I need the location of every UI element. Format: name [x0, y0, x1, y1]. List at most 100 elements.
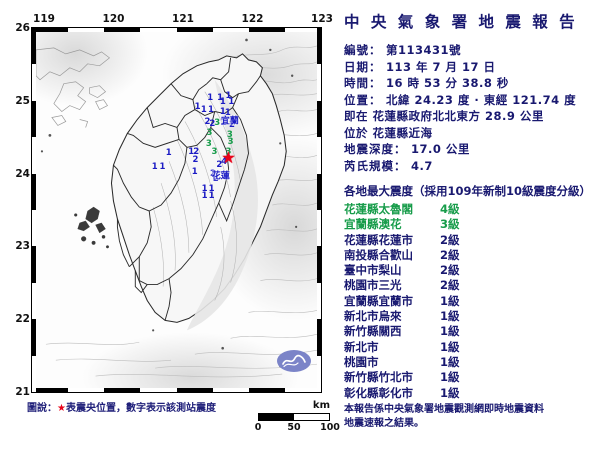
- report-field-row: 地震深度： 17.0 公里: [344, 141, 596, 158]
- ruler-segment: [32, 388, 69, 392]
- station-intensity-value: 2: [229, 120, 235, 131]
- station-intensity-value: 1: [188, 147, 195, 158]
- station-intensity-value: 3: [225, 146, 232, 157]
- report-panel: 中 央 氣 象 署 地 震 報 告 編號： 第113431號 日期： 113 年 …: [340, 0, 600, 450]
- report-field-value: 即在 花蓮縣政府北北東方 28.9 公里: [344, 109, 544, 123]
- frame-ruler-right: [317, 28, 321, 392]
- station-intensity-value: 3: [211, 147, 218, 158]
- intensity-level: 2級: [440, 278, 460, 293]
- map-caption: 圖說：★表震央位置，數字表示該測站震度: [27, 399, 216, 414]
- scale-unit-label: km: [312, 400, 330, 411]
- ruler-segment: [32, 173, 36, 210]
- intensity-level: 1級: [440, 339, 460, 354]
- intensity-place: 桃園市三光: [344, 278, 402, 293]
- latitude-tick-24: 24: [15, 167, 30, 180]
- station-intensity-value: 1: [207, 92, 214, 103]
- intensity-place: 臺中市梨山: [344, 263, 402, 278]
- intensity-level: 1級: [440, 293, 460, 308]
- ruler-segment: [317, 100, 321, 138]
- intensity-place: 桃園市: [344, 354, 379, 369]
- report-field-row: 位於 花蓮縣近海: [344, 125, 596, 142]
- station-intensity-value: 1: [200, 105, 207, 116]
- scale-segment-empty: [294, 414, 329, 420]
- station-intensity-value: 1: [208, 184, 215, 195]
- ruler-segment: [104, 388, 141, 392]
- intensity-level: 1級: [440, 385, 460, 400]
- report-fields: 編號： 第113431號 日期： 113 年 7 月 17 日時間： 16 時 5…: [344, 42, 596, 174]
- frame-ruler-top: [32, 28, 321, 32]
- frame-ruler-left: [32, 28, 36, 392]
- report-field-value: 第113431號: [381, 43, 462, 57]
- intensity-place: 新北市烏來: [344, 309, 402, 324]
- map-panel: 119 120 121 122 123 26 25 24 23 22 21: [4, 13, 340, 433]
- scale-segment-filled: [259, 414, 294, 420]
- latitude-tick-21: 21: [15, 386, 30, 398]
- station-intensity-value: 1: [208, 190, 215, 201]
- station-intensity-value: 1: [191, 167, 198, 177]
- intensity-place: 南投縣合歡山: [344, 247, 413, 262]
- cwa-logo: [277, 350, 311, 372]
- station-intensity-value: 1: [201, 184, 208, 195]
- scale-tick-0: 0: [254, 422, 262, 433]
- station-intensity-value: 2: [210, 169, 216, 180]
- station-intensity-value: 1: [207, 105, 214, 116]
- ruler-segment: [317, 173, 321, 210]
- map-caption-text: 表震央位置，數字表示該測站震度: [65, 403, 216, 414]
- intensity-place: 新竹縣關西: [344, 324, 402, 339]
- intensity-level: 1級: [440, 354, 460, 369]
- intensity-row: 花蓮縣花蓮市 2級: [344, 233, 596, 248]
- ruler-segment: [32, 100, 36, 138]
- report-field-row: 時間： 16 時 53 分 38.8 秒: [344, 75, 596, 92]
- intensity-level: 2級: [440, 232, 460, 247]
- latitude-axis: 26 25 24 23 22 21: [4, 22, 30, 398]
- intensity-section-heading: 各地最大震度（採用109年新制10級震度分級）: [344, 184, 592, 198]
- report-field-row: 位置： 北緯 24.23 度 · 東經 121.74 度: [344, 92, 596, 109]
- longitude-axis: 119 120 121 122 123: [33, 13, 333, 27]
- intensity-row: 桃園市三光 2級: [344, 278, 596, 293]
- ruler-segment: [248, 28, 285, 32]
- ruler-segment: [248, 388, 285, 392]
- station-intensity-value: 1: [224, 107, 231, 118]
- report-field-label: 日期：: [344, 59, 382, 74]
- station-intensity-value: 1: [217, 92, 224, 103]
- ruler-segment: [176, 28, 213, 32]
- report-field-value: 位於 花蓮縣近海: [344, 125, 433, 140]
- intensity-list: 花蓮縣太魯閣 4級 宜蘭縣澳花 3級 花蓮縣花蓮市 2級 南投縣合歡山 2級 臺中市梨山 2級 桃園…: [344, 202, 596, 401]
- intensity-place: 花蓮縣花蓮市: [344, 232, 413, 247]
- intensity-row: 花蓮縣太魯閣 4級: [344, 202, 596, 217]
- station-intensity-value: 4: [221, 157, 228, 168]
- cwa-logo-glyph: [282, 354, 306, 368]
- report-field-label: 時間：: [344, 76, 382, 90]
- longitude-tick-123: 123: [311, 13, 333, 25]
- intensity-place: 彰化縣彰化市: [344, 385, 413, 400]
- station-intensity-value: 1: [165, 147, 172, 158]
- station-intensity-value: 1: [159, 162, 166, 173]
- city-label-宜蘭: 宜蘭: [220, 116, 239, 127]
- longitude-tick-121: 121: [172, 13, 194, 25]
- station-intensity-value: 1: [219, 96, 226, 107]
- intensity-place: 宜蘭縣澳花: [344, 217, 402, 232]
- report-field-value: 北緯 24.23 度 · 東經 121.74 度: [381, 92, 577, 107]
- epicenter-star-marker: ★: [221, 148, 236, 168]
- intensity-level: 4級: [440, 202, 460, 216]
- report-field-row: 即在 花蓮縣政府北北東方 28.9 公里: [344, 108, 596, 125]
- intensity-level: 3級: [440, 217, 460, 232]
- scale-tick-100: 100: [320, 422, 340, 433]
- report-field-row: 編號： 第113431號: [344, 42, 596, 59]
- intensity-row: 彰化縣彰化市 1級: [344, 386, 596, 401]
- station-intensity-value: 3: [226, 129, 233, 140]
- latitude-tick-23: 23: [15, 240, 30, 253]
- ruler-segment: [317, 319, 321, 356]
- latitude-tick-22: 22: [15, 313, 30, 326]
- ruler-segment: [317, 28, 321, 65]
- station-intensity-value: 3: [227, 136, 234, 147]
- footnote-line-2: 地震速報之結果。: [344, 418, 424, 429]
- intensity-level: 2級: [440, 247, 460, 262]
- intensity-row: 桃園市 1級: [344, 355, 596, 370]
- map-caption-prefix: 圖說：: [27, 403, 57, 414]
- report-field-row: 芮氏規模： 4.7: [344, 158, 596, 175]
- report-field-label: 編號：: [344, 43, 382, 57]
- intensity-row: 新北市 1級: [344, 340, 596, 355]
- station-intensity-value: 2: [204, 117, 211, 128]
